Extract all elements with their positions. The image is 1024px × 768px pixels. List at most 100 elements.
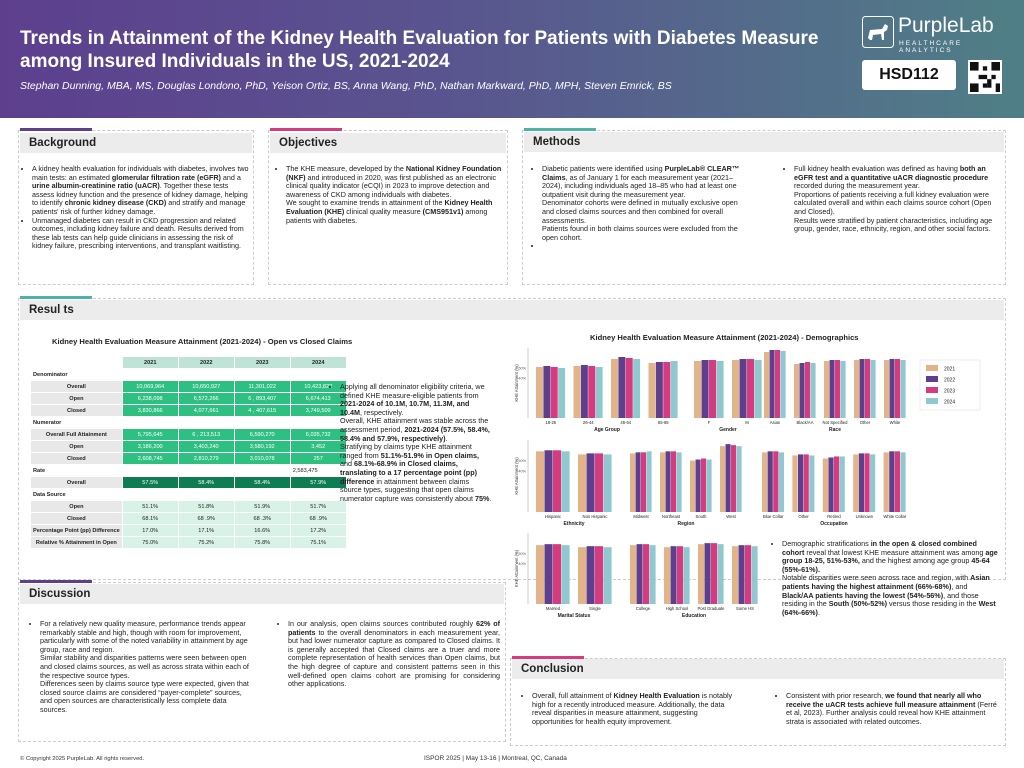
bar <box>603 454 612 512</box>
x-tick-label: 18-25 <box>545 420 556 425</box>
bar <box>633 359 641 418</box>
bar <box>635 452 641 512</box>
bar <box>839 456 845 512</box>
group-label: Education <box>682 613 706 618</box>
header-banner: Trends in Attainment of the Kidney Healt… <box>0 0 1024 118</box>
bar <box>588 366 596 418</box>
bar <box>694 361 702 418</box>
bar <box>578 547 587 604</box>
legend-swatch <box>926 376 938 382</box>
bar <box>717 544 724 604</box>
table-row: Numerator <box>33 419 62 426</box>
bar <box>731 445 737 512</box>
bar <box>630 545 637 604</box>
bar <box>751 546 758 604</box>
bar <box>561 451 570 512</box>
bar <box>773 451 779 512</box>
qr-code-icon[interactable] <box>968 60 1002 94</box>
x-tick-label: Retired <box>827 514 841 519</box>
table-row: Open 3,186,200 3,403,240 3,580,192 3,452 <box>31 441 346 452</box>
objectives-text: The KHE measure, developed by the Nation… <box>276 164 502 225</box>
bar <box>706 459 712 512</box>
results-panel <box>18 298 1006 580</box>
bar <box>889 359 895 418</box>
x-tick-label: Midwest <box>633 514 649 519</box>
bar <box>732 360 740 418</box>
bar <box>595 546 604 604</box>
bar <box>663 362 671 418</box>
legend-swatch <box>926 398 938 404</box>
bar <box>701 458 707 512</box>
bar <box>739 359 747 418</box>
bar <box>829 360 835 418</box>
group-label: Region <box>678 521 695 527</box>
footer-event: ISPOR 2025 | May 13-16 | Montreal, QC, C… <box>424 755 567 762</box>
x-tick-label: South <box>696 514 708 519</box>
conclusion-text-right: Consistent with prior research, we found… <box>776 691 998 726</box>
bar <box>655 362 663 418</box>
bar <box>859 359 865 418</box>
bar <box>553 450 562 512</box>
methods-panel <box>522 130 1006 285</box>
bar <box>704 543 711 604</box>
bar <box>618 357 626 418</box>
bar <box>646 451 652 512</box>
bar <box>725 444 731 512</box>
bar <box>536 367 543 418</box>
year-header: 2021 <box>122 357 178 368</box>
bar <box>894 451 900 512</box>
poster-code: HSD112 <box>862 60 956 90</box>
bar <box>573 366 581 418</box>
bar <box>701 360 709 418</box>
results-table: 2021 2022 2023 2024 Denominator Overall 10,069… <box>30 356 347 549</box>
group-label: Ethnicity <box>563 521 584 527</box>
x-tick-label: Other <box>798 514 809 519</box>
bar <box>648 363 656 418</box>
table-row: Denominator <box>33 371 68 378</box>
bar <box>580 365 588 418</box>
x-tick-label: 45-64 <box>620 420 631 425</box>
bar <box>586 453 595 512</box>
group-label: Gender <box>719 427 737 433</box>
methods-text-right: Full kidney health evaluation was define… <box>784 164 998 234</box>
legend-label: 2021 <box>944 367 955 373</box>
table-row: Percentage Point (pp) Difference 17.0% 17.… <box>31 525 346 536</box>
bar <box>720 446 726 512</box>
x-tick-label: White Collar <box>883 514 906 519</box>
x-tick-label: Unknown <box>856 514 874 519</box>
bar <box>690 460 696 512</box>
x-tick-label: Married <box>546 606 561 611</box>
bar <box>840 361 846 418</box>
bar <box>671 451 677 512</box>
table-row: Data Source <box>33 491 66 498</box>
bar <box>603 547 612 604</box>
x-tick-label: Non Hispanic <box>583 514 608 519</box>
bar <box>670 546 677 604</box>
bar <box>625 358 633 418</box>
demographics-bullets: Demographic stratifications in the open … <box>772 539 1000 617</box>
bar <box>664 547 671 604</box>
bar <box>769 350 775 418</box>
bar <box>649 545 656 604</box>
x-tick-label: High School <box>666 606 689 611</box>
bar <box>677 546 684 604</box>
bar <box>778 452 784 512</box>
discussion-text-left: For a relatively new quality measure, pe… <box>30 619 252 715</box>
bar <box>858 453 864 512</box>
bar <box>895 359 901 418</box>
bar <box>683 547 690 604</box>
y-axis-label: KHE Attainment (%) <box>514 364 519 402</box>
results-bullets: Applying all denominator eligibility cri… <box>330 382 492 503</box>
bar <box>835 360 841 418</box>
x-tick-label: Some HS <box>736 606 754 611</box>
legend-label: 2023 <box>944 389 955 395</box>
bar <box>536 451 545 512</box>
bar <box>854 360 860 418</box>
bar <box>636 544 643 604</box>
poster-title: Trends in Attainment of the Kidney Healt… <box>20 28 819 72</box>
bar <box>775 350 781 418</box>
y-tick-label: 40% <box>518 469 526 473</box>
group-label: Age Group <box>594 427 620 433</box>
y-tick-label: 50% <box>518 552 526 556</box>
bar <box>810 363 816 418</box>
